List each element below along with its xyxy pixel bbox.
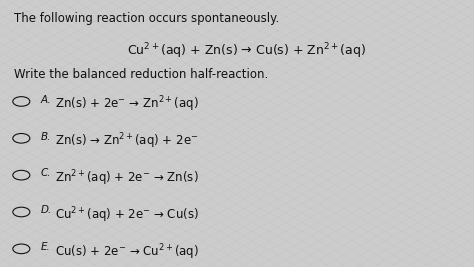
Text: C.: C. [40, 168, 51, 178]
Text: B.: B. [40, 132, 51, 142]
Text: Zn(s) → Zn$^{2+}$(aq) + 2e$^{-}$: Zn(s) → Zn$^{2+}$(aq) + 2e$^{-}$ [55, 132, 198, 151]
Text: Zn$^{2+}$(aq) + 2e$^{-}$ → Zn(s): Zn$^{2+}$(aq) + 2e$^{-}$ → Zn(s) [55, 168, 198, 188]
Text: Cu$^{2+}$(aq) + 2e$^{-}$ → Cu(s): Cu$^{2+}$(aq) + 2e$^{-}$ → Cu(s) [55, 205, 199, 225]
Text: Cu(s) + 2e$^{-}$ → Cu$^{2+}$(aq): Cu(s) + 2e$^{-}$ → Cu$^{2+}$(aq) [55, 242, 199, 262]
Text: The following reaction occurs spontaneously.: The following reaction occurs spontaneou… [14, 12, 280, 25]
Text: Cu$^{2+}$(aq) + Zn(s) → Cu(s) + Zn$^{2+}$(aq): Cu$^{2+}$(aq) + Zn(s) → Cu(s) + Zn$^{2+}… [127, 41, 366, 61]
Text: E.: E. [40, 242, 50, 252]
Text: D.: D. [40, 205, 52, 215]
Text: Zn(s) + 2e$^{-}$ → Zn$^{2+}$(aq): Zn(s) + 2e$^{-}$ → Zn$^{2+}$(aq) [55, 95, 198, 114]
Text: Write the balanced reduction half-reaction.: Write the balanced reduction half-reacti… [14, 68, 268, 81]
Text: A.: A. [40, 95, 51, 105]
